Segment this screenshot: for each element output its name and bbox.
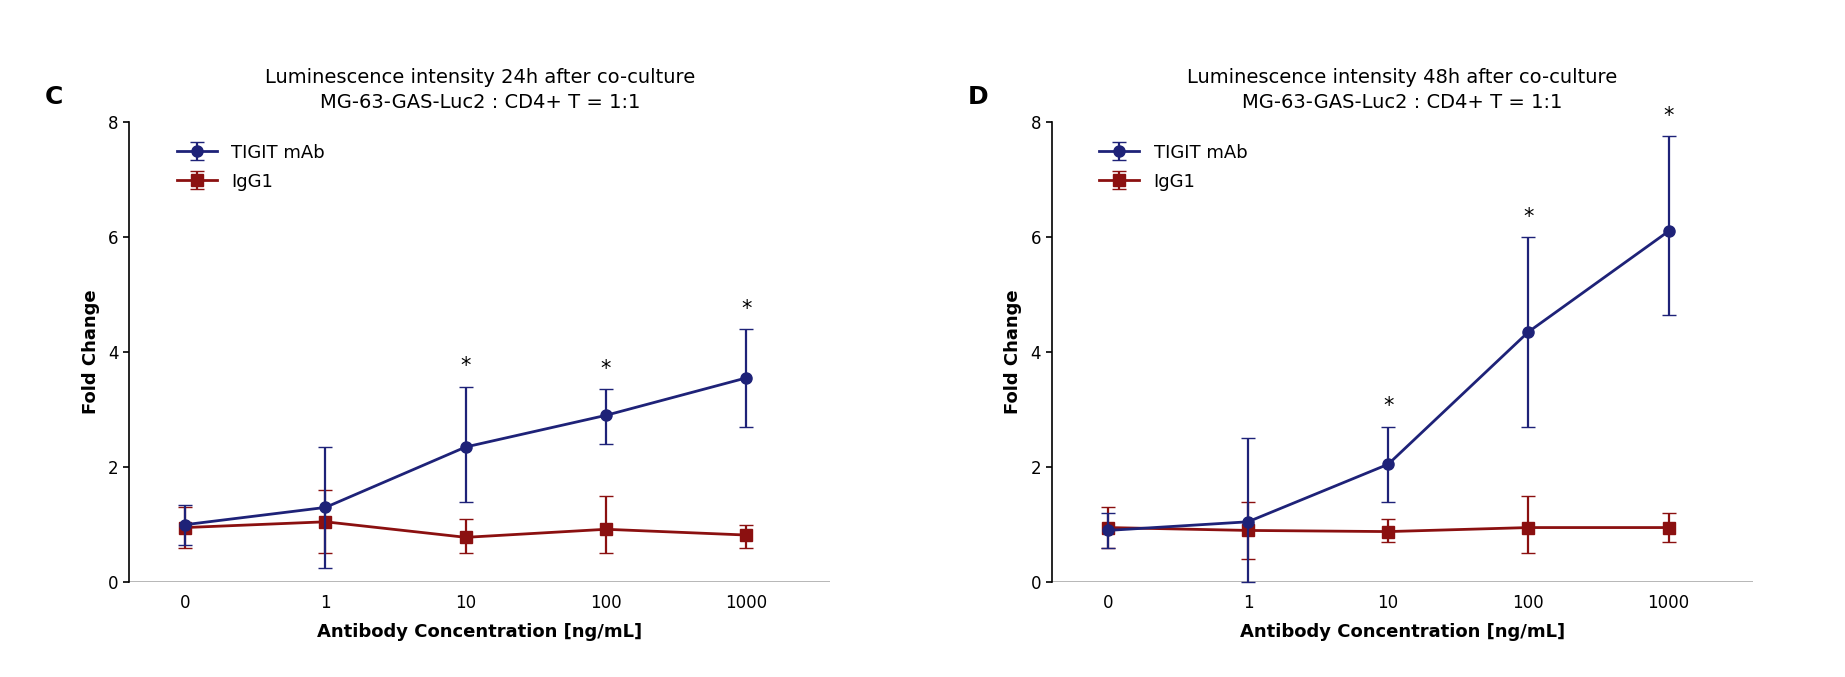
Text: D: D (967, 85, 989, 109)
Text: *: * (601, 359, 611, 379)
Legend: TIGIT mAb, IgG1: TIGIT mAb, IgG1 (1096, 140, 1251, 195)
Y-axis label: Fold Change: Fold Change (81, 290, 100, 414)
Title: Luminescence intensity 48h after co-culture
MG-63-GAS-Luc2 : CD4+ T = 1:1: Luminescence intensity 48h after co-cult… (1186, 68, 1618, 112)
Text: *: * (1524, 206, 1533, 227)
Title: Luminescence intensity 24h after co-culture
MG-63-GAS-Luc2 : CD4+ T = 1:1: Luminescence intensity 24h after co-cult… (264, 68, 696, 112)
X-axis label: Antibody Concentration [ng/mL]: Antibody Concentration [ng/mL] (317, 623, 642, 641)
X-axis label: Antibody Concentration [ng/mL]: Antibody Concentration [ng/mL] (1240, 623, 1565, 641)
Text: *: * (742, 299, 751, 319)
Text: *: * (1664, 106, 1673, 126)
Y-axis label: Fold Change: Fold Change (1004, 290, 1022, 414)
Text: C: C (44, 85, 63, 109)
Text: *: * (1384, 397, 1393, 416)
Text: *: * (461, 356, 470, 376)
Legend: TIGIT mAb, IgG1: TIGIT mAb, IgG1 (173, 140, 328, 195)
